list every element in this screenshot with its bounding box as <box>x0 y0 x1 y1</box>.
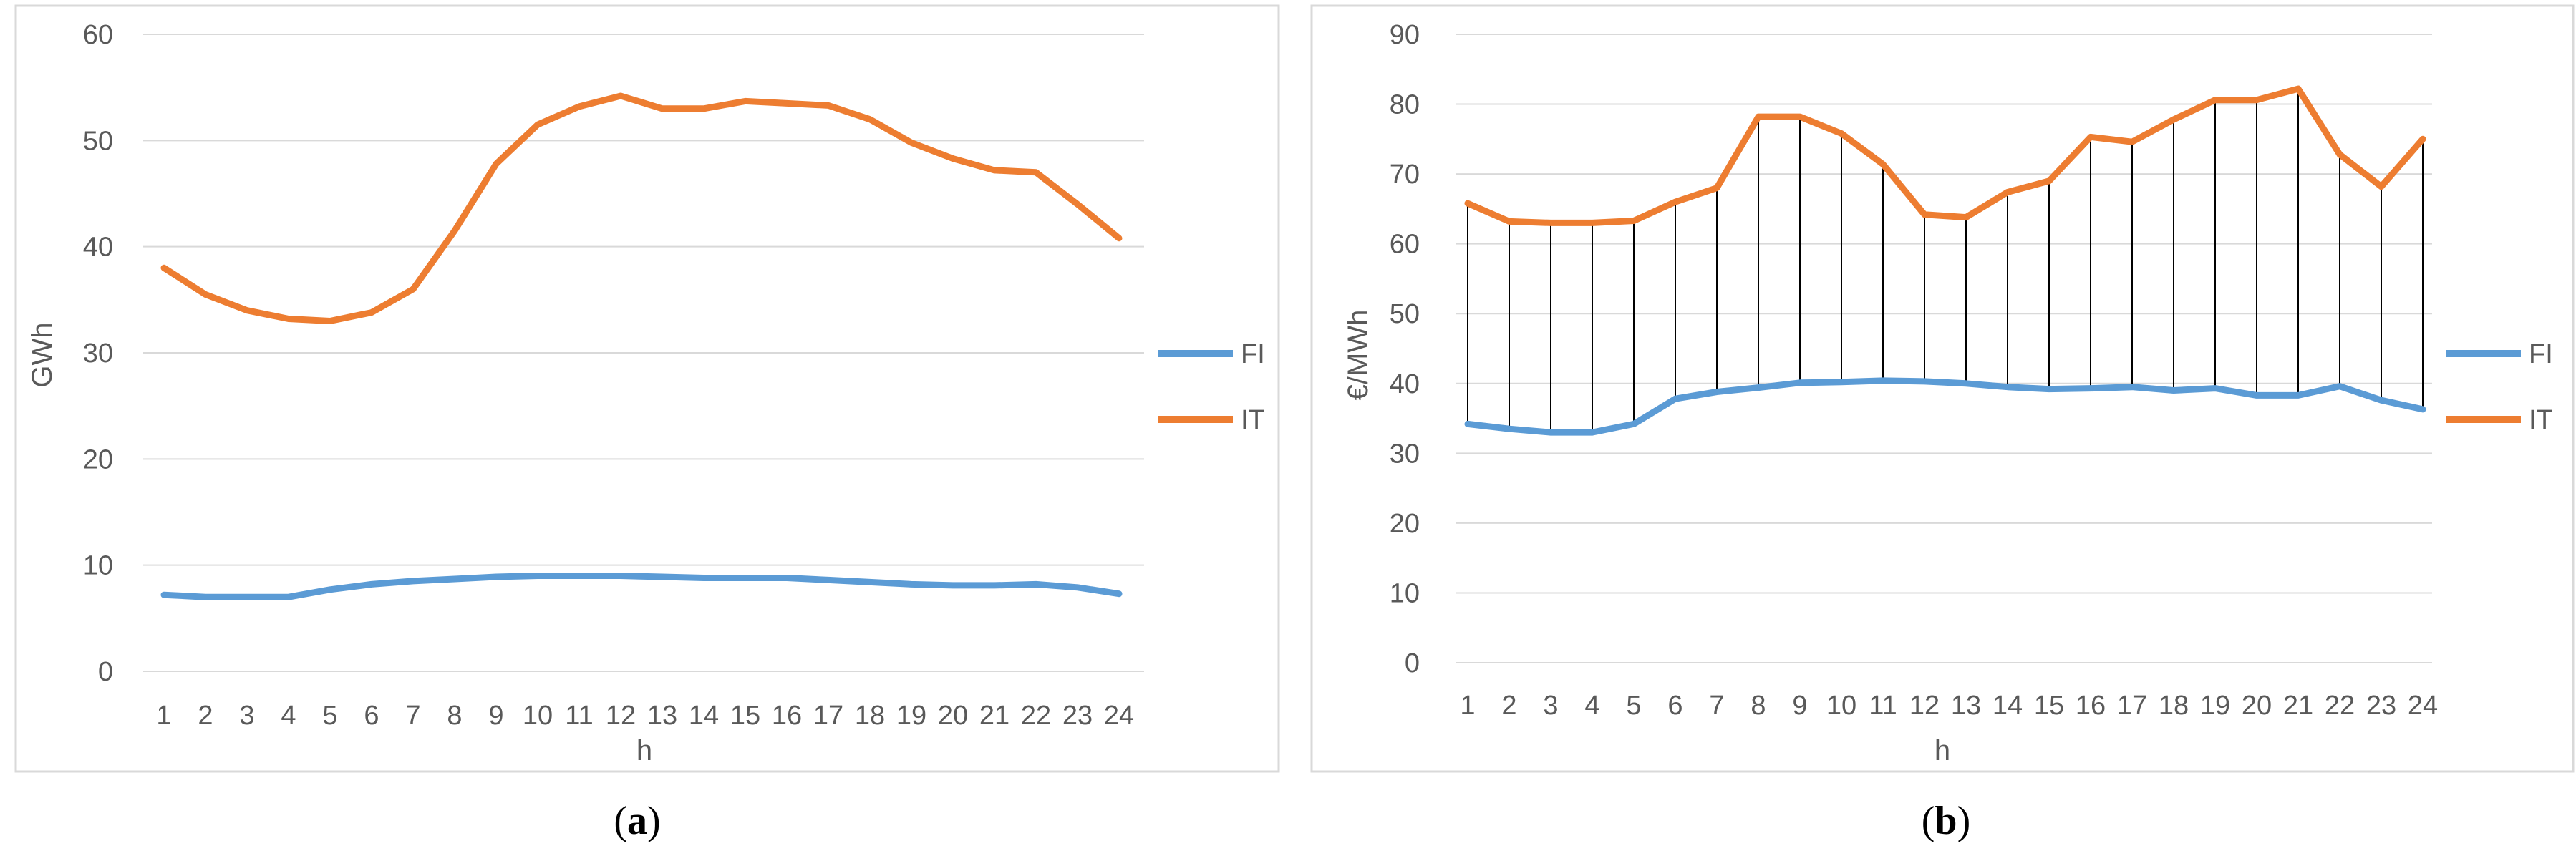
y-tick-label: 30 <box>83 339 113 369</box>
panel-a-caption: (a) <box>614 799 660 843</box>
panel-a-y-axis-title: GWh <box>26 322 58 387</box>
panel-b-xtick-labels: 1 2 3 4 5 6 7 8 9 10 11 12 13 14 15 16 17 18 19 20 21 22 23 24 <box>1460 691 2438 721</box>
panel-a-frame <box>14 4 1280 773</box>
panel-a-grid <box>143 34 1144 672</box>
x-tick-label: 19 <box>896 701 926 731</box>
x-tick-label: 17 <box>2117 691 2147 721</box>
x-tick-label: 20 <box>2242 691 2272 721</box>
x-tick-label: 10 <box>1826 691 1856 721</box>
x-tick-label: 12 <box>606 701 636 731</box>
y-tick-label: 90 <box>1390 20 1420 50</box>
panel-b-x-axis-title: h <box>1935 735 1950 767</box>
x-tick-label: 4 <box>281 701 296 731</box>
y-tick-label: 40 <box>1390 369 1420 399</box>
legend-fi-label: FI <box>1241 339 1265 369</box>
y-tick-label: 50 <box>1390 299 1420 329</box>
x-tick-label: 3 <box>1543 691 1558 721</box>
panel-b-caption: (b) <box>1922 799 1970 843</box>
x-tick-label: 18 <box>855 701 885 731</box>
panel-a-ytick-labels: 0 10 20 30 40 50 60 <box>83 20 113 687</box>
panel-b-grid <box>1456 34 2432 663</box>
y-tick-label: 0 <box>1405 648 1420 678</box>
x-tick-label: 2 <box>198 701 213 731</box>
x-tick-label: 17 <box>813 701 843 731</box>
panel-a-caption-letter: a <box>627 799 647 843</box>
series-line-it <box>1464 85 2426 226</box>
series-line-fi <box>1464 377 2426 436</box>
legend-it-label: IT <box>1241 405 1265 435</box>
panel-b-ytick-labels: 0 10 20 30 40 50 60 70 80 90 <box>1390 20 1420 678</box>
panel-b-y-axis-title: €/MWh <box>1342 310 1374 401</box>
legend-fi-label: FI <box>2529 339 2553 369</box>
x-tick-label: 1 <box>1460 691 1475 721</box>
y-tick-label: 60 <box>83 20 113 50</box>
x-tick-label: 13 <box>647 701 677 731</box>
x-tick-label: 2 <box>1501 691 1516 721</box>
x-tick-label: 4 <box>1584 691 1599 721</box>
x-tick-label: 22 <box>2325 691 2355 721</box>
x-tick-label: 3 <box>239 701 254 731</box>
y-tick-label: 60 <box>1390 230 1420 260</box>
panel-b-frame <box>1310 4 2575 773</box>
panel-a-xtick-labels: 1 2 3 4 5 6 7 8 9 10 11 12 13 14 15 16 17 18 19 20 21 22 23 24 <box>156 701 1134 731</box>
x-tick-label: 11 <box>1869 691 1897 721</box>
series-line-fi <box>160 573 1123 600</box>
y-tick-label: 40 <box>83 233 113 263</box>
x-tick-label: 5 <box>322 701 337 731</box>
x-tick-label: 14 <box>1992 691 2023 721</box>
panel-a-x-axis-title: h <box>636 735 652 767</box>
x-tick-label: 6 <box>1667 691 1682 721</box>
panel-b-legend: FI IT <box>2446 339 2553 435</box>
x-tick-label: 9 <box>488 701 503 731</box>
x-tick-label: 15 <box>2034 691 2064 721</box>
x-tick-label: 14 <box>689 701 719 731</box>
panel-a-legend: FI IT <box>1158 339 1265 435</box>
y-tick-label: 20 <box>83 444 113 475</box>
x-tick-label: 19 <box>2200 691 2230 721</box>
x-tick-label: 20 <box>938 701 968 731</box>
y-tick-label: 80 <box>1390 90 1420 120</box>
x-tick-label: 16 <box>772 701 802 731</box>
x-tick-label: 1 <box>156 701 171 731</box>
x-tick-label: 23 <box>2366 691 2396 721</box>
y-tick-label: 70 <box>1390 160 1420 190</box>
panel-b-series <box>1464 85 2426 436</box>
x-tick-label: 21 <box>979 701 1009 731</box>
x-tick-label: 15 <box>730 701 760 731</box>
y-tick-label: 30 <box>1390 439 1420 469</box>
x-tick-label: 21 <box>2283 691 2313 721</box>
x-tick-label: 18 <box>2159 691 2189 721</box>
panel-b-caption-letter: b <box>1935 799 1957 843</box>
y-tick-label: 50 <box>83 126 113 156</box>
x-tick-label: 6 <box>364 701 379 731</box>
y-tick-label: 20 <box>1390 509 1420 539</box>
x-tick-label: 16 <box>2076 691 2106 721</box>
x-tick-label: 8 <box>1751 691 1766 721</box>
x-tick-label: 7 <box>1709 691 1724 721</box>
x-tick-label: 8 <box>447 701 462 731</box>
x-tick-label: 11 <box>565 701 593 731</box>
x-tick-label: 10 <box>523 701 553 731</box>
legend-it-label: IT <box>2529 405 2553 435</box>
x-tick-label: 24 <box>1104 701 1134 731</box>
panel-b-droplines <box>1467 89 2424 433</box>
x-tick-label: 22 <box>1021 701 1051 731</box>
x-tick-label: 12 <box>1909 691 1940 721</box>
x-tick-label: 9 <box>1792 691 1807 721</box>
y-tick-label: 10 <box>83 551 113 581</box>
x-tick-label: 23 <box>1062 701 1093 731</box>
y-tick-label: 10 <box>1390 578 1420 608</box>
x-tick-label: 5 <box>1626 691 1641 721</box>
x-tick-label: 13 <box>1951 691 1981 721</box>
x-tick-label: 24 <box>2408 691 2438 721</box>
y-tick-label: 0 <box>98 657 113 687</box>
x-tick-label: 7 <box>405 701 420 731</box>
panel-a-series <box>160 92 1123 600</box>
series-line-it <box>160 92 1123 324</box>
